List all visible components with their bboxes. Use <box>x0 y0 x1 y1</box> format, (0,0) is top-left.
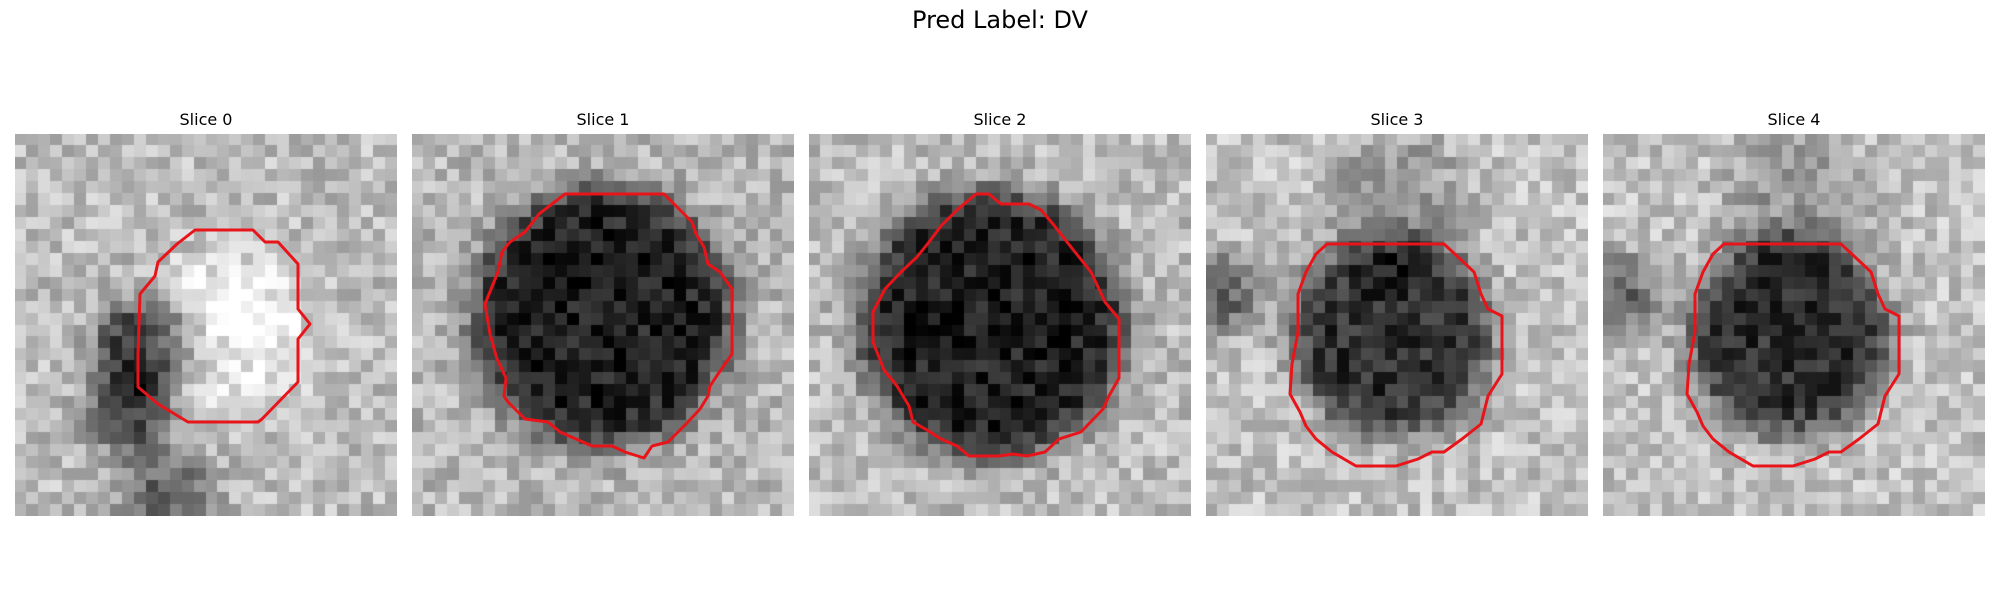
slice-0-title: Slice 0 <box>179 110 233 129</box>
slice-2-title: Slice 2 <box>973 110 1027 129</box>
slice-0-image <box>15 134 397 516</box>
slice-1-grayscale <box>412 134 794 516</box>
slice-3-grayscale <box>1206 134 1588 516</box>
slice-0-grayscale <box>15 134 397 516</box>
slice-1-title: Slice 1 <box>576 110 630 129</box>
slice-2-image <box>809 134 1191 516</box>
figure-title: Pred Label: DV <box>912 6 1088 34</box>
slice-4-grayscale <box>1603 134 1985 516</box>
slice-3-title: Slice 3 <box>1370 110 1424 129</box>
slice-4-image <box>1603 134 1985 516</box>
slice-2-grayscale <box>809 134 1191 516</box>
slice-1-image <box>412 134 794 516</box>
slice-3-image <box>1206 134 1588 516</box>
slice-4-title: Slice 4 <box>1767 110 1821 129</box>
